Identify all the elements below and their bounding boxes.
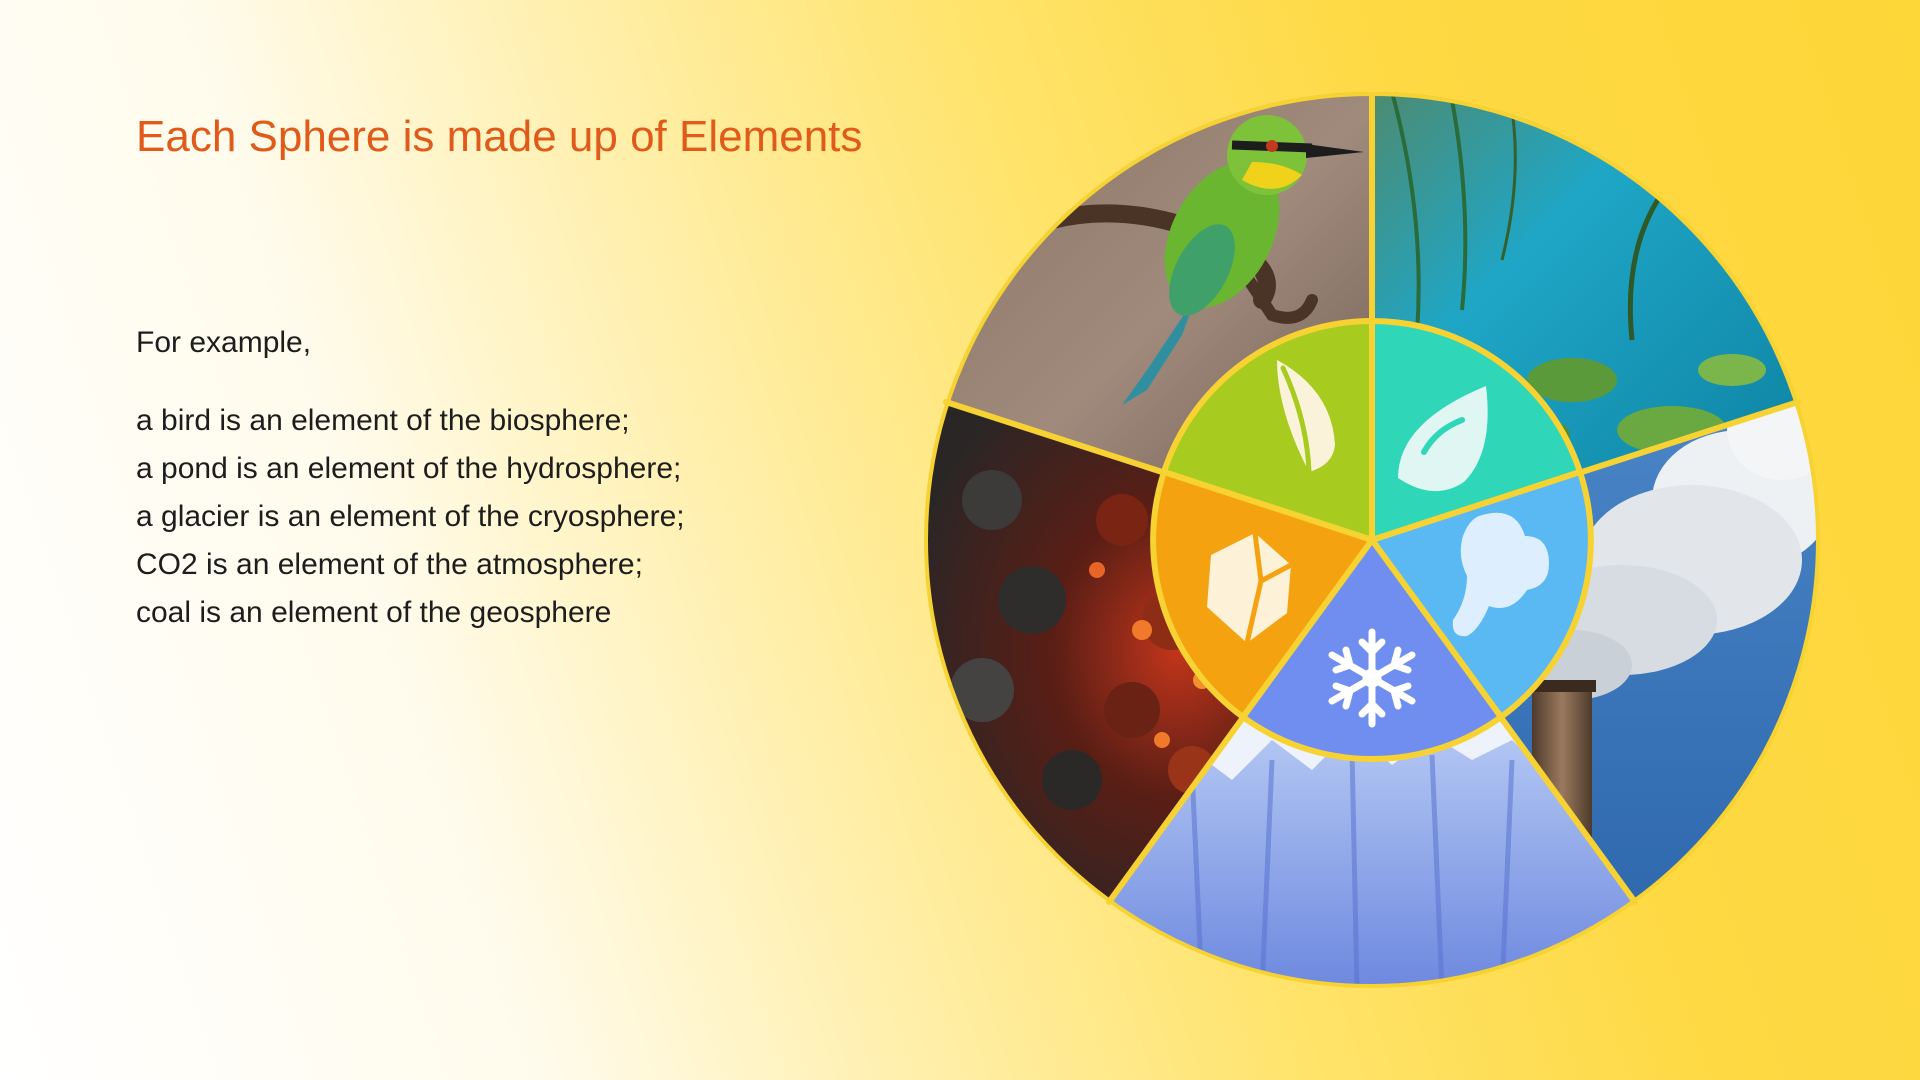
- wheel-rim: [924, 92, 1820, 988]
- example-list: a bird is an element of the biosphere; a…: [136, 397, 685, 637]
- intro-text: For example,: [136, 326, 312, 359]
- page-title: Each Sphere is made up of Elements: [136, 112, 863, 161]
- example-biosphere: a bird is an element of the biosphere;: [136, 404, 630, 437]
- example-hydrosphere: a pond is an element of the hydrosphere;: [136, 452, 682, 485]
- example-cryosphere: a glacier is an element of the cryospher…: [136, 500, 685, 533]
- spheres-wheel: [924, 92, 1820, 988]
- snowflake-icon: [1328, 628, 1416, 728]
- example-atmosphere: CO2 is an element of the atmosphere;: [136, 548, 643, 581]
- example-geosphere: coal is an element of the geosphere: [136, 596, 612, 629]
- rock-icon: [1207, 532, 1293, 644]
- cloud-icon: [1452, 512, 1549, 637]
- leaf-icon: [1277, 360, 1340, 494]
- water-drop-icon: [1398, 386, 1488, 492]
